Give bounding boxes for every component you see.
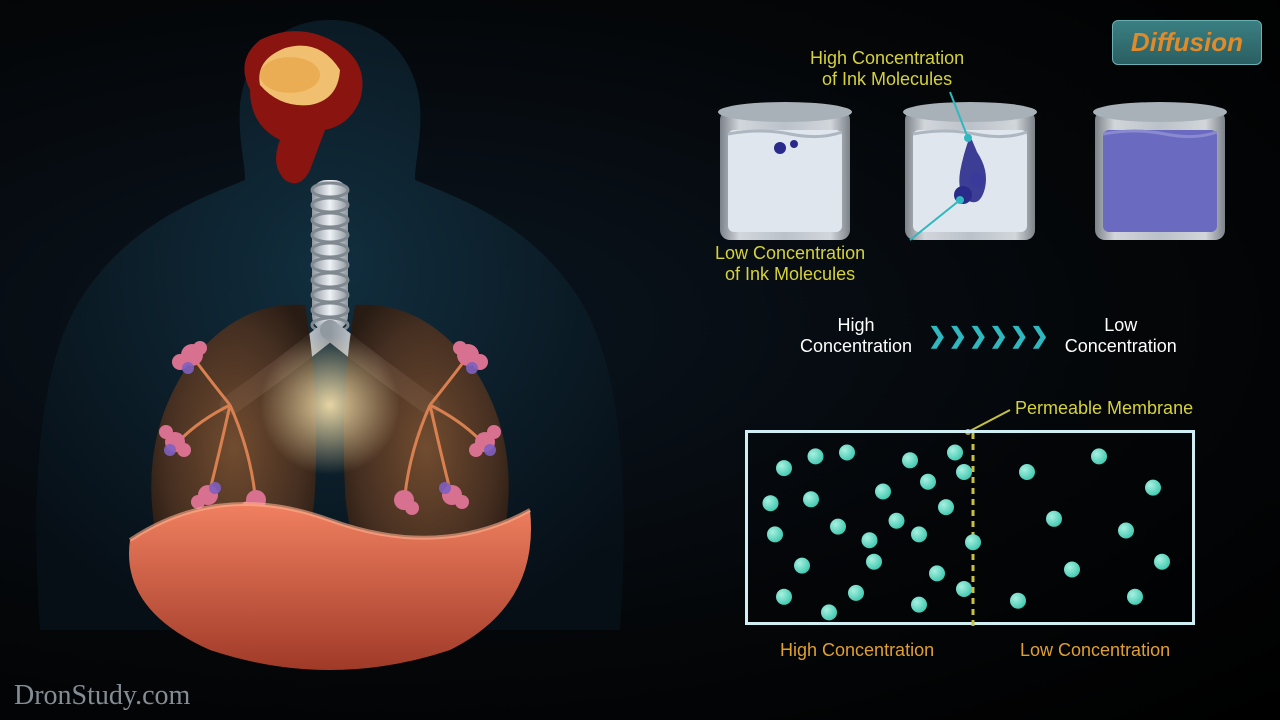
- particle: [1154, 554, 1170, 570]
- particle: [902, 452, 918, 468]
- particle: [889, 513, 905, 529]
- title-badge: Diffusion: [1112, 20, 1262, 65]
- particle: [965, 534, 981, 550]
- particle: [839, 445, 855, 461]
- particle: [1091, 448, 1107, 464]
- membrane-caption-left: High Concentration: [780, 640, 934, 661]
- beakers-svg: [710, 90, 1240, 250]
- particle: [794, 558, 810, 574]
- particle: [1019, 464, 1035, 480]
- beaker-2: [903, 102, 1037, 240]
- particle: [763, 495, 779, 511]
- chevron-icon: ❯: [969, 323, 987, 349]
- flow-right-label: Low Concentration: [1065, 315, 1177, 356]
- particle: [875, 484, 891, 500]
- membrane-svg: [748, 433, 1198, 628]
- membrane-diagram: [745, 430, 1195, 625]
- particle: [938, 499, 954, 515]
- particle: [911, 526, 927, 542]
- hilum-glow: [260, 335, 400, 475]
- particle: [848, 585, 864, 601]
- particle: [866, 554, 882, 570]
- particle: [767, 526, 783, 542]
- particle: [1010, 593, 1026, 609]
- particle: [803, 491, 819, 507]
- particle: [821, 604, 837, 620]
- particle: [956, 464, 972, 480]
- particle: [956, 581, 972, 597]
- particle: [830, 519, 846, 535]
- particle: [920, 474, 936, 490]
- membrane-caption-right: Low Concentration: [1020, 640, 1170, 661]
- particle: [1046, 511, 1062, 527]
- beaker-1: [718, 102, 852, 240]
- source-watermark: DronStudy.com: [14, 680, 190, 712]
- particle: [1118, 523, 1134, 539]
- chevron-icon: ❯: [1010, 323, 1028, 349]
- beaker-label-low-conc: Low Concentration of Ink Molecules: [715, 243, 865, 284]
- concentration-flow-row: High Concentration ❯❯❯❯❯❯ Low Concentrat…: [800, 315, 1177, 356]
- trachea: [312, 180, 348, 332]
- particle: [1127, 589, 1143, 605]
- beaker-3: [1093, 102, 1227, 240]
- particle: [929, 565, 945, 581]
- respiratory-anatomy-diagram: [20, 10, 640, 670]
- flow-chevrons: ❯❯❯❯❯❯: [928, 323, 1049, 349]
- particle: [862, 532, 878, 548]
- particle: [947, 445, 963, 461]
- particle: [776, 589, 792, 605]
- chevron-icon: ❯: [949, 323, 967, 349]
- membrane-label: Permeable Membrane: [1015, 398, 1193, 419]
- particle: [1145, 480, 1161, 496]
- particle: [911, 597, 927, 613]
- ink-diffusion-beakers: [710, 90, 1240, 250]
- beaker-label-high-conc: High Concentration of Ink Molecules: [810, 48, 964, 89]
- chevron-icon: ❯: [1030, 323, 1048, 349]
- anatomy-svg: [20, 10, 640, 670]
- particle: [776, 460, 792, 476]
- particle: [1064, 562, 1080, 578]
- chevron-icon: ❯: [989, 323, 1007, 349]
- chevron-icon: ❯: [928, 323, 946, 349]
- flow-left-label: High Concentration: [800, 315, 912, 356]
- particle: [808, 448, 824, 464]
